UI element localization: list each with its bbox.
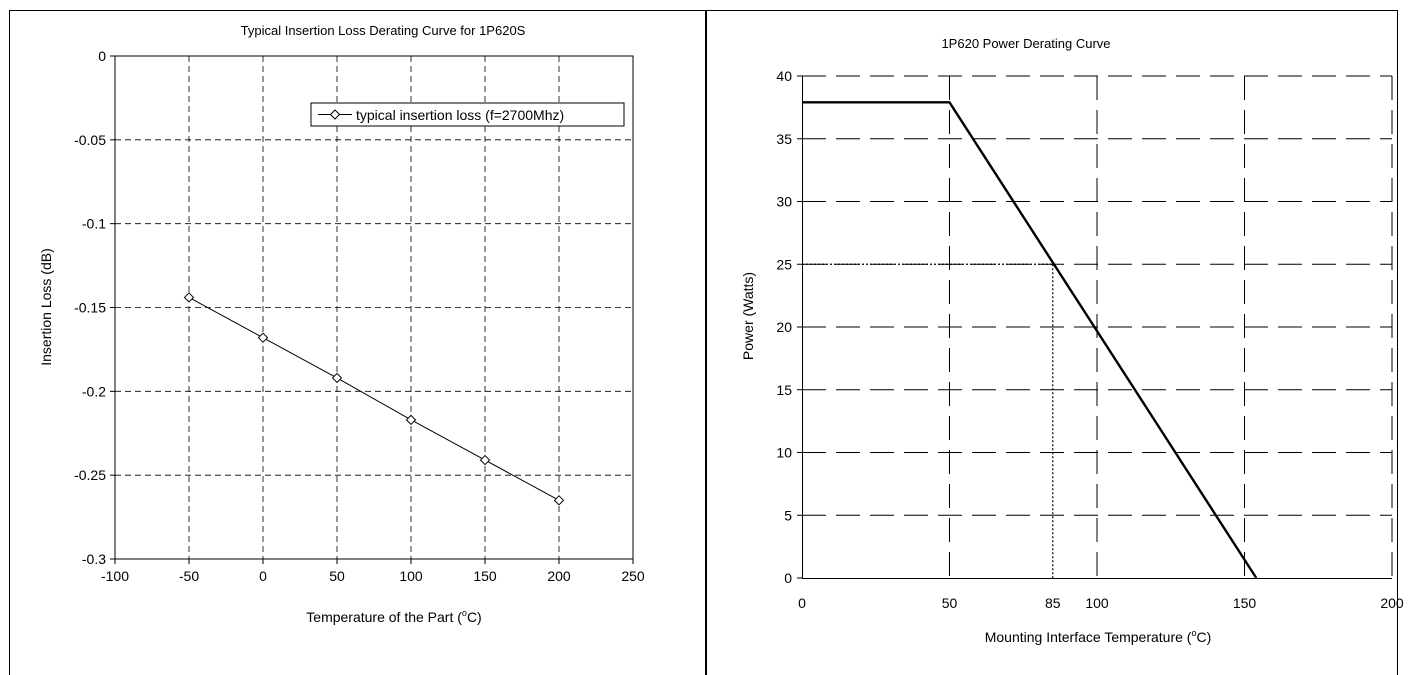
chart1-x-tick-label: 250 (621, 568, 645, 584)
chart1-y-axis-label: Insertion Loss (dB) (38, 248, 54, 366)
chart1-data-point (553, 495, 565, 506)
chart1-data-point (479, 454, 491, 466)
chart2-y-tick-label: 10 (776, 445, 792, 461)
chart1-y-tick-label: -0.05 (74, 132, 106, 148)
chart1-y-tick-label: -0.25 (74, 467, 106, 483)
chart2-series (802, 101, 1258, 579)
chart2-x-tick-label: 200 (1380, 595, 1404, 611)
chart2-y-axis-label: Power (Watts) (740, 272, 756, 360)
chart2-y-tick-label: 35 (776, 131, 792, 147)
chart1-x-tick-label: 100 (399, 568, 423, 584)
chart1-title: Typical Insertion Loss Derating Curve fo… (241, 23, 526, 38)
chart1-x-tick-label: 50 (329, 568, 345, 584)
chart1-data-point (405, 414, 417, 426)
chart1-x-tick-label: 0 (259, 568, 267, 584)
chart2-x-tick-label: 50 (942, 595, 958, 611)
chart1-y-ticks: 0 -0.05 -0.1 -0.15 -0.2 -0.25 -0.3 (74, 48, 115, 567)
chart1-x-tick-label: -100 (101, 568, 129, 584)
chart1-y-tick-label: -0.2 (82, 383, 106, 399)
chart1-data-point (183, 292, 195, 303)
chart1-data-point (257, 332, 269, 343)
chart2-series-line (802, 101, 1258, 579)
chart2-y-tick-label: 5 (784, 507, 792, 523)
chart2-x-tick-label: 0 (798, 595, 806, 611)
chart1-legend-label: typical insertion loss (f=2700Mhz) (356, 107, 564, 123)
chart1-series-line (188, 297, 560, 501)
chart2-y-tick-label: 15 (776, 382, 792, 398)
chart1-data-point (331, 372, 343, 384)
power-derating-chart: 1P620 Power Derating Curve 0 50 100 150 200 … (740, 36, 1404, 645)
chart2-y-tick-label: 20 (776, 319, 792, 335)
chart1-y-tick-label: -0.3 (82, 551, 106, 567)
chart2-y-tick-label: 30 (776, 194, 792, 210)
chart2-x-tick-label: 150 (1233, 595, 1257, 611)
chart1-gridlines (115, 56, 633, 559)
chart1-legend-diamond-icon (329, 109, 341, 120)
chart1-legend-box (310, 102, 625, 127)
chart2-x-ticks: 0 50 100 150 200 (798, 595, 1404, 611)
chart1-legend: typical insertion loss (f=2700Mhz) (310, 102, 625, 127)
chart2-title: 1P620 Power Derating Curve (941, 36, 1110, 51)
insertion-loss-chart: Typical Insertion Loss Derating Curve fo… (38, 23, 645, 625)
chart1-x-ticks: -100 -50 0 50 100 150 200 250 (101, 559, 645, 584)
chart1-x-tick-label: 200 (547, 568, 571, 584)
chart2-y-tick-label: 25 (776, 256, 792, 272)
chart2-x-tick-label: 100 (1085, 595, 1109, 611)
chart1-x-tick-label: 150 (473, 568, 497, 584)
chart1-y-tick-label: 0 (98, 48, 106, 64)
chart1-y-tick-label: -0.1 (82, 216, 106, 232)
chart1-x-axis-label: Temperature of the Part (oC) (306, 608, 481, 625)
chart1-series (183, 292, 565, 506)
chart2-y-tick-label: 40 (776, 68, 792, 84)
chart2-x-axis-label: Mounting Interface Temperature (oC) (985, 628, 1212, 645)
chart2-gridlines (802, 75, 1393, 578)
chart2-y-ticks: 0 5 10 15 20 25 30 35 40 (776, 68, 802, 586)
chart2-reference-lines: 85 (802, 263, 1061, 611)
chart2-reference-x-label: 85 (1045, 595, 1061, 611)
chart2-y-tick-label: 0 (784, 570, 792, 586)
chart1-y-tick-label: -0.15 (74, 300, 106, 316)
chart1-x-tick-label: -50 (179, 568, 199, 584)
